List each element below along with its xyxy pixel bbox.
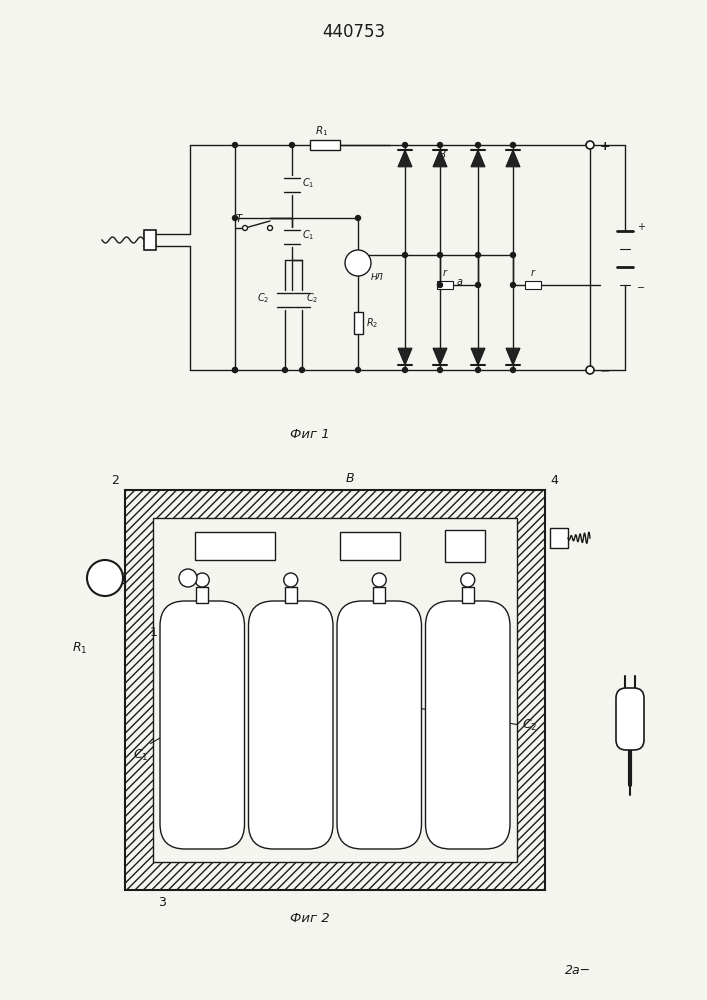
Text: $C_2$: $C_2$ xyxy=(306,291,318,305)
FancyBboxPatch shape xyxy=(616,688,644,750)
FancyBboxPatch shape xyxy=(248,601,333,849)
Text: −: − xyxy=(600,364,611,377)
Bar xyxy=(550,528,568,548)
Circle shape xyxy=(402,142,407,147)
Circle shape xyxy=(233,367,238,372)
Circle shape xyxy=(461,573,474,587)
Polygon shape xyxy=(471,150,485,167)
Polygon shape xyxy=(471,348,485,365)
Text: +: + xyxy=(600,139,611,152)
FancyBboxPatch shape xyxy=(337,601,421,849)
Bar xyxy=(125,490,545,890)
Bar xyxy=(310,140,340,150)
Text: $3$: $3$ xyxy=(158,896,167,908)
Text: $r$: $r$ xyxy=(530,267,536,278)
Polygon shape xyxy=(433,348,447,365)
Text: $B$: $B$ xyxy=(438,148,447,160)
Text: Фиг 2: Фиг 2 xyxy=(290,912,329,924)
Circle shape xyxy=(283,367,288,372)
Text: $C_2$: $C_2$ xyxy=(257,291,269,305)
Circle shape xyxy=(179,569,197,587)
Circle shape xyxy=(476,367,481,372)
Circle shape xyxy=(267,226,272,231)
Bar xyxy=(144,230,156,250)
Circle shape xyxy=(438,282,443,288)
Text: $R_1$: $R_1$ xyxy=(315,124,329,138)
Circle shape xyxy=(300,367,305,372)
Circle shape xyxy=(243,226,247,231)
Text: $a$: $a$ xyxy=(456,277,463,287)
Text: $2$: $2$ xyxy=(112,474,120,487)
Bar xyxy=(195,532,275,560)
Text: $H\!Л$: $H\!Л$ xyxy=(370,271,384,282)
Circle shape xyxy=(402,367,407,372)
Text: $1$: $1$ xyxy=(149,626,158,640)
Polygon shape xyxy=(506,348,520,365)
Circle shape xyxy=(402,252,407,257)
Circle shape xyxy=(233,216,238,221)
Text: 2а−: 2а− xyxy=(565,964,591,976)
Bar xyxy=(340,532,400,560)
Text: Фиг 1: Фиг 1 xyxy=(290,428,329,442)
Circle shape xyxy=(476,142,481,147)
Text: $r$: $r$ xyxy=(442,267,448,278)
Text: 440753: 440753 xyxy=(322,23,385,41)
Bar xyxy=(445,530,485,562)
Text: $C_1$: $C_1$ xyxy=(132,747,148,763)
Polygon shape xyxy=(433,150,447,167)
Circle shape xyxy=(233,142,238,147)
Circle shape xyxy=(289,142,295,147)
Polygon shape xyxy=(506,150,520,167)
Bar xyxy=(285,587,297,603)
Circle shape xyxy=(438,252,443,257)
Circle shape xyxy=(373,573,386,587)
Text: −: − xyxy=(637,282,645,292)
Bar xyxy=(373,587,385,603)
Circle shape xyxy=(356,216,361,221)
Circle shape xyxy=(438,367,443,372)
Circle shape xyxy=(510,142,515,147)
Text: $C_1$: $C_1$ xyxy=(302,176,315,190)
Text: $B$: $B$ xyxy=(345,472,355,485)
Polygon shape xyxy=(398,348,412,365)
FancyBboxPatch shape xyxy=(426,601,510,849)
Circle shape xyxy=(438,142,443,147)
Circle shape xyxy=(586,366,594,374)
Bar xyxy=(354,312,363,334)
Text: $R_1$: $R_1$ xyxy=(72,640,88,656)
Bar xyxy=(437,281,453,289)
Text: $C_2$: $C_2$ xyxy=(522,717,537,733)
Text: +: + xyxy=(637,223,645,232)
Bar xyxy=(525,281,541,289)
Circle shape xyxy=(510,282,515,288)
Polygon shape xyxy=(398,150,412,167)
Circle shape xyxy=(195,573,209,587)
Circle shape xyxy=(233,367,238,372)
Circle shape xyxy=(586,141,594,149)
Text: $C_1$: $C_1$ xyxy=(302,228,315,242)
Bar xyxy=(197,587,209,603)
Circle shape xyxy=(510,367,515,372)
Circle shape xyxy=(476,282,481,288)
Bar xyxy=(153,518,517,862)
Circle shape xyxy=(356,367,361,372)
Circle shape xyxy=(284,573,298,587)
Text: $R_2$: $R_2$ xyxy=(366,316,378,330)
Bar xyxy=(462,587,474,603)
Text: $4$: $4$ xyxy=(550,474,559,487)
FancyBboxPatch shape xyxy=(160,601,245,849)
Circle shape xyxy=(345,250,371,276)
Text: $T$: $T$ xyxy=(235,212,245,224)
Circle shape xyxy=(510,252,515,257)
Circle shape xyxy=(87,560,123,596)
Circle shape xyxy=(476,252,481,257)
